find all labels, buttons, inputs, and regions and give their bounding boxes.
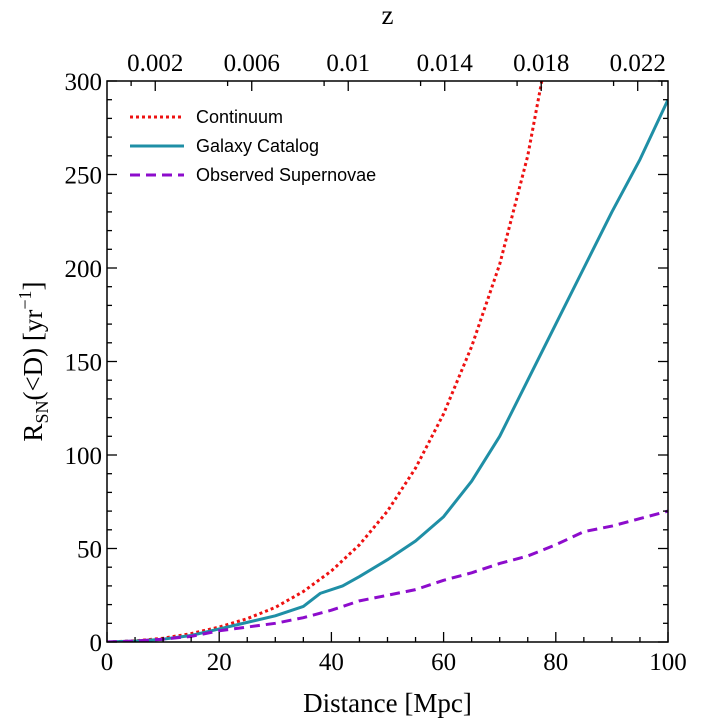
series-line-galaxy-catalog [107,99,668,642]
x-tick-label: 80 [543,649,568,676]
top-tick-label: 0.002 [127,50,183,77]
series-layer [107,81,668,642]
y-tick-label: 200 [65,256,103,283]
x-tick-label: 40 [319,649,344,676]
top-axis-label: z [382,0,394,30]
x-tick-label: 20 [207,649,232,676]
x-tick-label: 0 [101,649,114,676]
x-tick-label: 100 [649,649,687,676]
x-axis-label: Distance [Mpc] [303,688,472,718]
x-tick-label: 60 [431,649,456,676]
top-tick-label: 0.018 [513,50,569,77]
y-tick-label: 300 [65,69,103,96]
y-tick-label: 50 [77,537,102,564]
top-tick-label: 0.01 [326,50,370,77]
y-tick-label: 250 [65,163,103,190]
y-tick-label: 100 [65,443,103,470]
series-line-continuum [107,81,544,642]
plot-frame [106,80,669,643]
y-axis-label-main: R [18,424,48,442]
top-tick-label: 0.014 [417,50,474,77]
y-tick-label: 150 [65,350,103,377]
y-axis-label-mid: (<D) [yr [18,310,48,401]
y-axis-label-sub: SN [32,401,52,424]
legend-label: Observed Supernovae [196,165,376,185]
top-tick-label: 0.006 [224,50,280,77]
y-axis-label-sup: −1 [15,290,35,309]
legend: Continuum Galaxy Catalog Observed Supernov… [130,107,376,185]
series-line-observed-supernovae [107,509,668,642]
y-axis-label: RSN(<D) [yr−1] [15,281,52,441]
top-tick-label: 0.022 [610,50,666,77]
legend-label: Continuum [196,107,283,127]
legend-label: Galaxy Catalog [196,136,319,156]
y-tick-label: 0 [90,630,103,657]
ticks-layer: 0 20 40 60 80 100 0 50 100 150 200 250 300 0.002 0.006… [65,50,687,676]
y-axis-label-end: ] [18,281,48,290]
